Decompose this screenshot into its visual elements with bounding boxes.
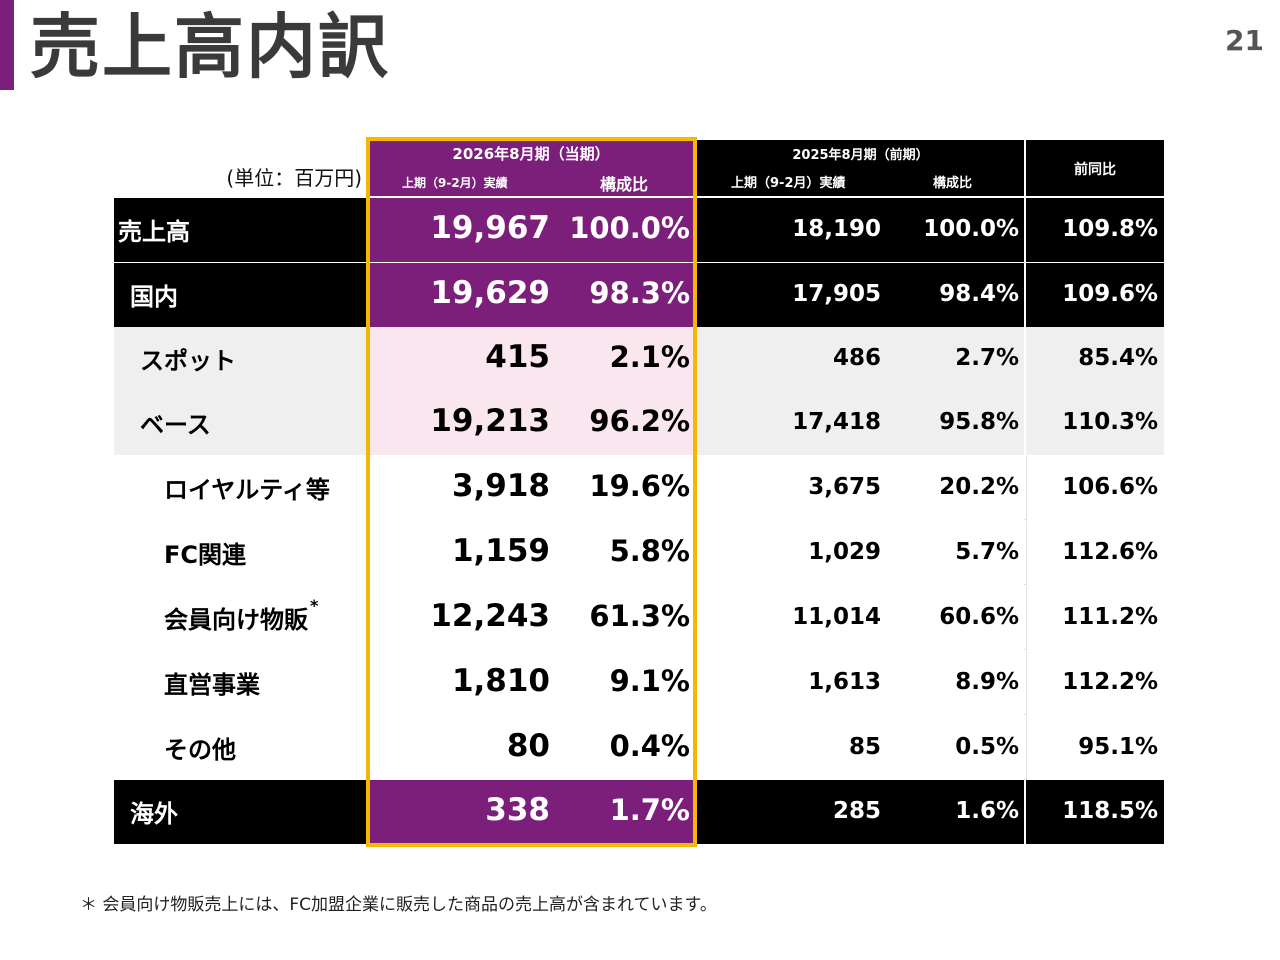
yoy-value: 85.4% [1078, 345, 1158, 371]
row-label: 会員向け物販 [164, 606, 308, 634]
yoy-label: 前同比 [1074, 162, 1116, 178]
previous-value: 1,029 [808, 539, 881, 565]
previous-ratio: 100.0% [923, 216, 1019, 242]
row-label: ベース [140, 411, 211, 439]
previous-value: 285 [832, 798, 881, 824]
current-value: 1,810 [451, 663, 550, 699]
previous-value: 17,418 [792, 409, 881, 435]
row-label: その他 [164, 736, 236, 764]
previous-ratio: 98.4% [939, 281, 1019, 307]
row-label: スポット [140, 347, 236, 375]
table-row-spot: スポット 415 2.1% 486 2.7% 85.4% [114, 327, 1164, 391]
current-ratio: 0.4% [609, 729, 690, 763]
table-row-member-sales: 会員向け物販* 12,243 61.3% 11,014 60.6% 111.2% [114, 586, 1164, 650]
row-label: 海外 [130, 800, 178, 828]
previous-value: 3,675 [808, 474, 881, 500]
row-label: 国内 [130, 283, 178, 311]
yoy-value: 112.6% [1062, 539, 1158, 565]
previous-ratio-label: 構成比 [933, 176, 973, 191]
table-row-other: その他 80 0.4% 85 0.5% 95.1% [114, 716, 1164, 780]
footnote-marker: * [310, 596, 319, 615]
current-value: 19,629 [430, 275, 550, 311]
header-yoy: 前同比 [1026, 140, 1164, 196]
yoy-value: 118.5% [1062, 798, 1158, 824]
current-value: 1,159 [451, 533, 550, 569]
unit-label: (単位：百万円) [226, 166, 362, 190]
yoy-value: 109.8% [1062, 216, 1158, 242]
footnote: ＊ 会員向け物販売上には、FC加盟企業に販売した商品の売上高が含まれています。 [80, 895, 717, 915]
previous-ratio: 60.6% [939, 604, 1019, 630]
previous-ratio: 8.9% [955, 669, 1019, 695]
previous-ratio: 95.8% [939, 409, 1019, 435]
current-value: 19,967 [430, 210, 550, 246]
row-label: FC関連 [164, 541, 247, 569]
current-ratio: 98.3% [589, 276, 690, 310]
previous-ratio: 0.5% [955, 734, 1019, 760]
row-label: 売上高 [118, 218, 190, 246]
previous-value: 17,905 [792, 281, 881, 307]
current-ratio: 61.3% [589, 599, 690, 633]
previous-ratio: 1.6% [955, 798, 1019, 824]
header-current-period: 2026年8月期（当期） 上期（9-2月）実績 構成比 [368, 140, 694, 196]
current-ratio: 9.1% [609, 664, 690, 698]
current-period-label: 2026年8月期（当期） [452, 145, 610, 163]
table-row-total-sales: 売上高 19,967 100.0% 18,190 100.0% 109.8% [114, 198, 1164, 262]
row-label: ロイヤルティ等 [164, 476, 330, 504]
previous-value: 1,613 [808, 669, 881, 695]
table-row-overseas: 海外 338 1.7% 285 1.6% 118.5% [114, 780, 1164, 844]
table-row-direct-business: 直営事業 1,810 9.1% 1,613 8.9% 112.2% [114, 651, 1164, 715]
table-row-domestic: 国内 19,629 98.3% 17,905 98.4% 109.6% [114, 263, 1164, 327]
page-number: 21 [1225, 24, 1264, 57]
current-value: 80 [506, 728, 550, 764]
current-h1-label: 上期（9-2月）実績 [402, 176, 508, 190]
previous-ratio: 2.7% [955, 345, 1019, 371]
previous-value: 18,190 [792, 216, 881, 242]
header-previous-period: 2025年8月期（前期） 上期（9-2月）実績 構成比 [697, 140, 1024, 196]
previous-ratio: 5.7% [955, 539, 1019, 565]
current-ratio-label: 構成比 [600, 175, 649, 194]
previous-value: 11,014 [792, 604, 881, 630]
table-row-fc-related: FC関連 1,159 5.8% 1,029 5.7% 112.6% [114, 521, 1164, 585]
current-ratio: 19.6% [589, 469, 690, 503]
current-ratio: 100.0% [569, 211, 690, 245]
yoy-value: 106.6% [1062, 474, 1158, 500]
previous-value: 85 [848, 734, 881, 760]
table-row-base: ベース 19,213 96.2% 17,418 95.8% 110.3% [114, 391, 1164, 455]
current-ratio: 96.2% [589, 404, 690, 438]
slide-title: 売上高内訳 [30, 6, 390, 88]
previous-value: 486 [832, 345, 881, 371]
previous-period-label: 2025年8月期（前期） [792, 148, 929, 163]
current-value: 338 [485, 792, 550, 828]
current-ratio: 2.1% [609, 340, 690, 374]
current-value: 3,918 [451, 468, 550, 504]
previous-ratio: 20.2% [939, 474, 1019, 500]
row-label: 直営事業 [164, 671, 260, 699]
yoy-value: 110.3% [1062, 409, 1158, 435]
current-value: 415 [485, 339, 550, 375]
current-value: 12,243 [430, 598, 550, 634]
yoy-value: 112.2% [1062, 669, 1158, 695]
current-value: 19,213 [430, 403, 550, 439]
yoy-value: 109.6% [1062, 281, 1158, 307]
current-ratio: 1.7% [609, 793, 690, 827]
table-row-royalty: ロイヤルティ等 3,918 19.6% 3,675 20.2% 106.6% [114, 456, 1164, 520]
title-accent-bar [0, 0, 14, 90]
current-ratio: 5.8% [609, 534, 690, 568]
yoy-value: 95.1% [1078, 734, 1158, 760]
previous-h1-label: 上期（9-2月）実績 [731, 176, 846, 191]
yoy-value: 111.2% [1062, 604, 1158, 630]
